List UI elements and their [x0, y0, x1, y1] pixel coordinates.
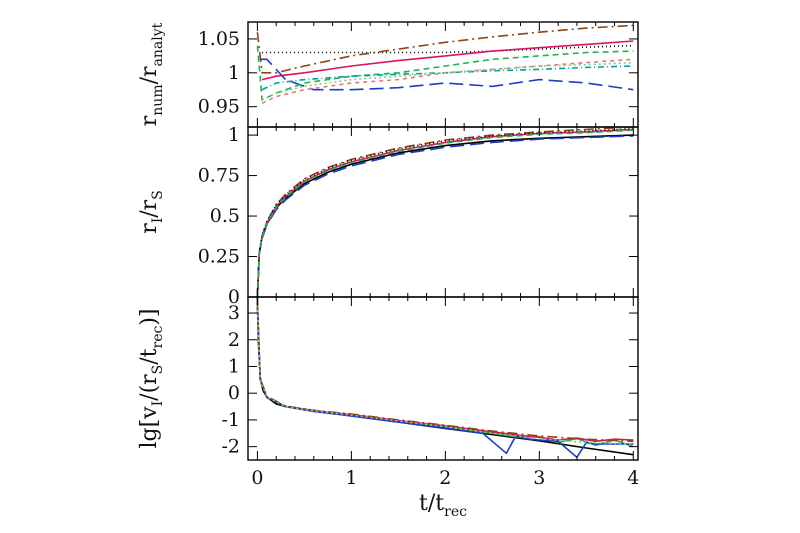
y-tick-label: 1	[228, 355, 240, 377]
series-line-middle-1	[256, 127, 634, 297]
y-tick-label: 0.95	[198, 96, 240, 118]
axis-label-text: lg[v	[137, 406, 162, 449]
y-tick-label: 1.05	[198, 28, 240, 50]
y-tick-label: 1	[228, 62, 240, 84]
y-tick-label: 3	[228, 302, 240, 324]
axis-label-subscript: S	[150, 365, 166, 375]
panel-middle: 0 0.25 0.5 0.75 1 rI/rS	[137, 124, 639, 308]
x-axis-label: t/trec	[419, 491, 467, 520]
x-tick-label: 2	[439, 467, 451, 489]
y-tick-label: 0.5	[210, 205, 240, 227]
y-tick-label: 1	[228, 124, 240, 146]
x-tick-label: 3	[533, 467, 545, 489]
axis-label-subscript: I	[150, 218, 166, 224]
series-line-bottom-5	[256, 304, 634, 445]
axis-label-subscript: I	[150, 401, 166, 407]
series-line-top-3	[260, 58, 634, 91]
y-tick-label: 0	[228, 286, 240, 308]
series-line-top-7	[261, 61, 634, 101]
x-tick-label: 1	[345, 467, 357, 489]
axis-label-text: t/t	[419, 491, 444, 516]
series-line-middle-4	[256, 127, 634, 297]
series-group	[256, 24, 634, 105]
series-line-top-6	[261, 58, 634, 105]
series-line-bottom-2	[256, 302, 634, 443]
y-axis-label: lg[vI/(rS/trec)]	[137, 308, 166, 448]
axis-label-text: /r	[137, 199, 162, 217]
x-tick-label: 4	[627, 467, 639, 489]
axis-label-text: r	[137, 115, 162, 126]
axis-label-text: /t	[137, 348, 162, 364]
axis-label-text: /r	[137, 66, 162, 84]
series-line-bottom-4	[256, 302, 634, 443]
y-axis-label: rnum/ranalyt	[137, 22, 166, 126]
panel-top: 0.95 1 1.05 rnum/ranalyt	[137, 21, 639, 128]
series-line-middle-5	[256, 129, 634, 297]
y-tick-label: -2	[221, 436, 240, 458]
series-line-bottom-1	[256, 302, 634, 448]
series-line-top-5	[261, 65, 634, 91]
panel-frame	[247, 126, 639, 298]
y-axis-label: rI/rS	[137, 190, 166, 234]
axis-label-subscript: rec	[444, 504, 467, 520]
series-line-middle-3	[256, 135, 634, 297]
y-tick-label: -1	[221, 409, 240, 431]
x-tick-label: 0	[251, 467, 263, 489]
y-tick-label: 0.25	[198, 246, 240, 268]
series-line-bottom-0	[256, 297, 634, 456]
axis-label-subscript: num	[150, 84, 166, 115]
axis-label-subscript: S	[150, 190, 166, 200]
series-line-bottom-3	[256, 304, 634, 459]
panel-frame	[247, 296, 639, 461]
axis-label-text: /(r	[137, 374, 162, 401]
y-tick-label: 0	[228, 382, 240, 404]
series-line-middle-0	[256, 134, 634, 297]
panel-frame	[247, 21, 639, 128]
axis-label-text: )]	[137, 308, 162, 325]
axis-label-subscript: rec	[150, 325, 166, 348]
axis-label-subscript: analyt	[150, 22, 166, 66]
y-tick-label: 2	[228, 329, 240, 351]
y-tick-label: 0.75	[198, 165, 240, 187]
series-line-top-2	[261, 40, 634, 81]
series-group	[256, 127, 634, 297]
series-line-top-0	[262, 44, 634, 54]
series-group	[256, 297, 634, 459]
axis-label-text: r	[137, 223, 162, 234]
series-line-middle-2	[256, 128, 634, 297]
